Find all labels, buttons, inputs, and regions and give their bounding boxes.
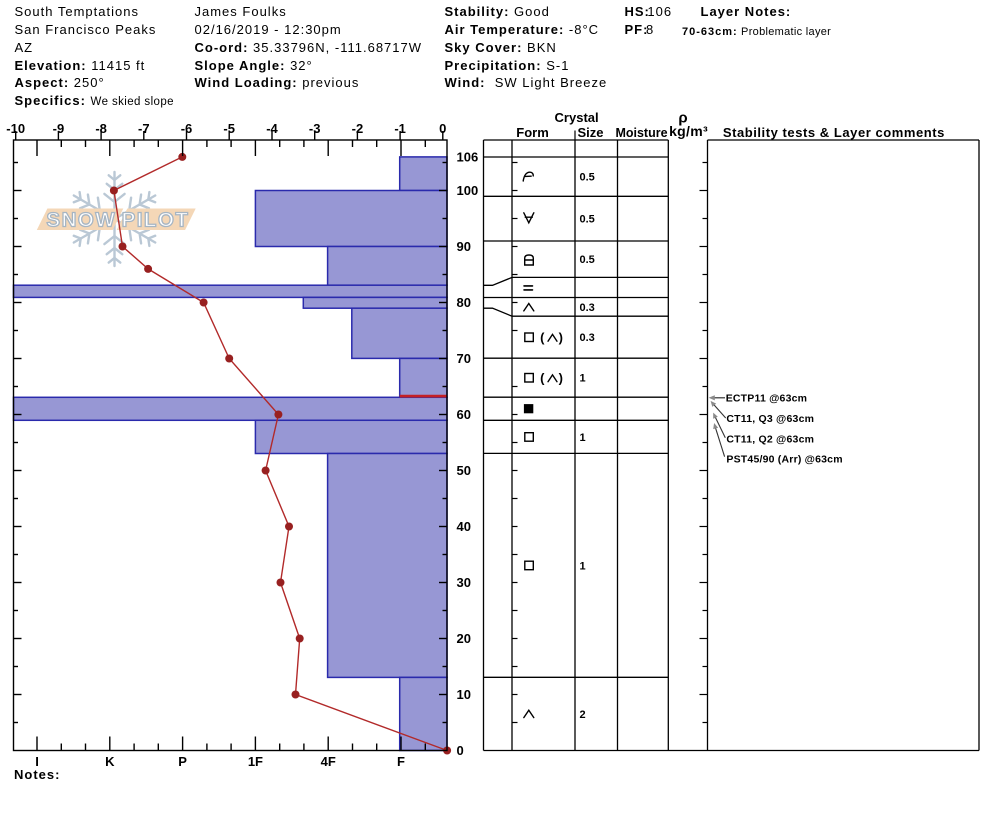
svg-text:0.5: 0.5 — [580, 214, 595, 226]
svg-text:0: 0 — [457, 743, 464, 758]
svg-text:0.3: 0.3 — [580, 302, 595, 314]
svg-text:50: 50 — [457, 463, 471, 478]
svg-text:-5: -5 — [223, 121, 235, 136]
svg-text:0.3: 0.3 — [580, 332, 595, 344]
svg-text:0.5: 0.5 — [580, 254, 595, 266]
svg-text:2: 2 — [580, 709, 586, 721]
svg-text:106: 106 — [457, 150, 479, 165]
svg-text:0: 0 — [439, 121, 446, 136]
svg-text:P: P — [178, 754, 187, 769]
svg-text:Moisture: Moisture — [615, 126, 667, 140]
svg-text:-7: -7 — [138, 121, 150, 136]
svg-text:ECTP11 @63cm: ECTP11 @63cm — [726, 393, 808, 405]
svg-text:80: 80 — [457, 295, 471, 310]
svg-text:ρ: ρ — [678, 110, 687, 127]
svg-text:4F: 4F — [321, 754, 336, 769]
svg-text:Crystal: Crystal — [555, 110, 599, 125]
svg-text:F: F — [397, 754, 405, 769]
svg-text:): ) — [559, 370, 563, 385]
svg-text:1: 1 — [580, 432, 586, 444]
svg-text:1: 1 — [580, 373, 586, 385]
svg-text:I: I — [35, 754, 39, 769]
svg-text:(: ( — [540, 370, 545, 385]
svg-text:70: 70 — [457, 351, 471, 366]
svg-text:CT11, Q3 @63cm: CT11, Q3 @63cm — [726, 413, 814, 425]
svg-text:-9: -9 — [53, 121, 65, 136]
svg-text:90: 90 — [457, 239, 471, 254]
svg-text:100: 100 — [457, 183, 479, 198]
svg-text:Size: Size — [577, 125, 603, 140]
svg-text:-3: -3 — [309, 121, 321, 136]
svg-text:CT11, Q2 @63cm: CT11, Q2 @63cm — [726, 433, 814, 445]
svg-text:-6: -6 — [181, 121, 193, 136]
svg-text:PST45/90 (Arr) @63cm: PST45/90 (Arr) @63cm — [726, 454, 842, 466]
svg-text:10: 10 — [457, 687, 471, 702]
svg-text:0.5: 0.5 — [580, 172, 595, 184]
svg-text:60: 60 — [457, 407, 471, 422]
svg-text:-8: -8 — [95, 121, 107, 136]
svg-text:1F: 1F — [248, 754, 263, 769]
svg-text:-2: -2 — [352, 121, 364, 136]
svg-text:20: 20 — [457, 631, 471, 646]
svg-text:Stability tests & Layer commen: Stability tests & Layer comments — [723, 125, 945, 140]
svg-text:Form: Form — [516, 125, 549, 140]
svg-text:30: 30 — [457, 575, 471, 590]
svg-text:(: ( — [540, 330, 545, 345]
svg-text:PILOT: PILOT — [122, 209, 190, 232]
svg-text:): ) — [559, 330, 563, 345]
svg-text:-10: -10 — [6, 121, 25, 136]
svg-text:-1: -1 — [394, 121, 406, 136]
svg-text:K: K — [105, 754, 115, 769]
svg-text:-4: -4 — [266, 121, 278, 136]
svg-text:1: 1 — [580, 560, 586, 572]
svg-text:40: 40 — [457, 519, 471, 534]
svg-text:kg/m³: kg/m³ — [669, 123, 708, 139]
svg-text:SNOW: SNOW — [46, 209, 116, 232]
